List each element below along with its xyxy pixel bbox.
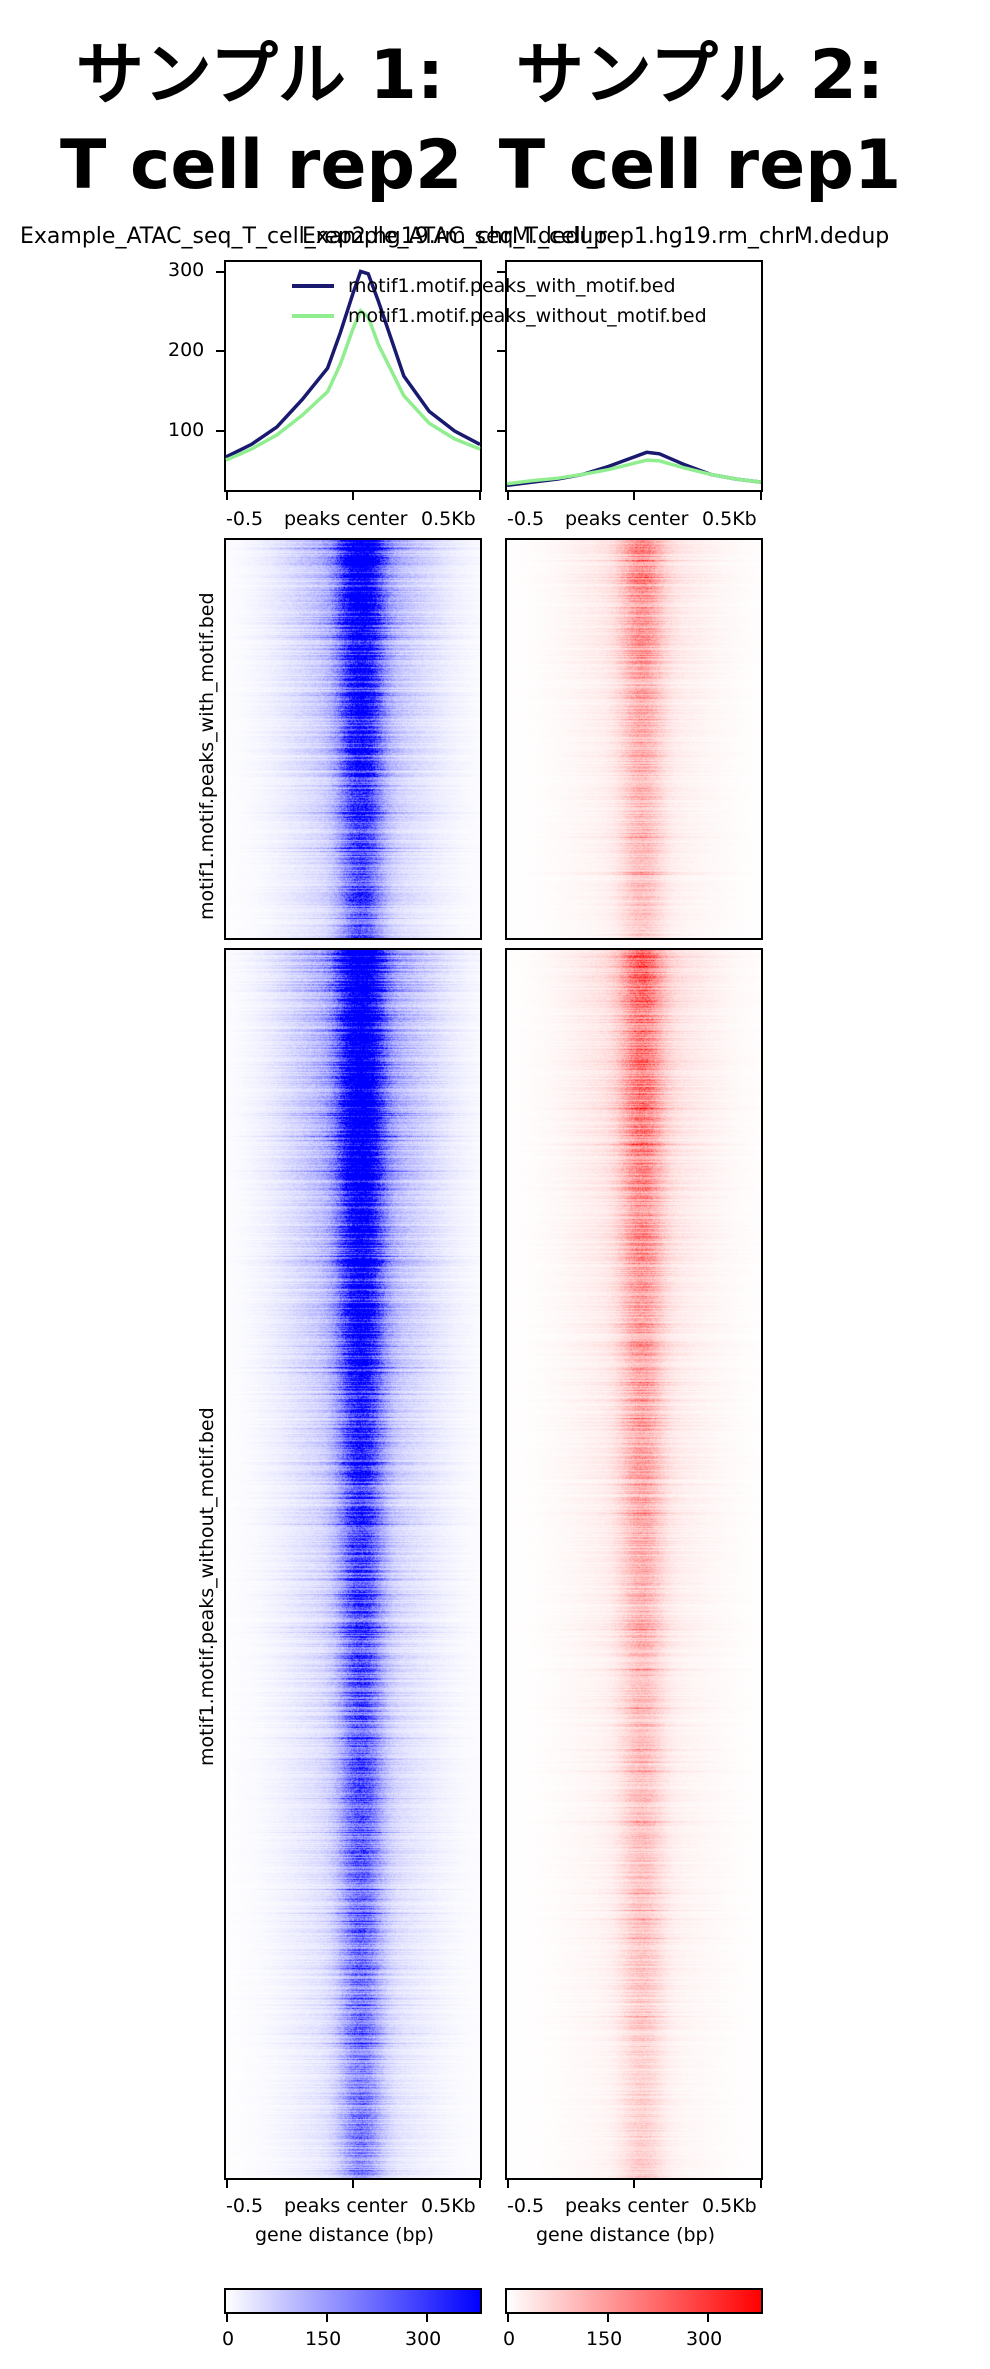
profile-line-with-motif-1 <box>225 269 481 459</box>
heatmap1-xtick-mark-right <box>479 2180 481 2188</box>
legend-item-without-motif: motif1.motif.peaks_without_motif.bed <box>292 305 707 327</box>
profile2-xtick-right: 0.5Kb <box>702 508 757 530</box>
title-sample1-line2: T cell rep2 <box>60 126 463 205</box>
legend-item-with-motif: motif1.motif.peaks_with_motif.bed <box>292 275 676 297</box>
legend-swatch-with-motif <box>292 284 334 288</box>
heatmap1-xtick-right: 0.5Kb <box>421 2195 476 2217</box>
profile-plot-1 <box>225 269 481 462</box>
heatmap-canvas-2b <box>507 950 761 2178</box>
profile1-xtick-left: -0.5 <box>226 508 264 530</box>
profile-panel-2 <box>505 260 763 492</box>
ytick-label-200: 200 <box>168 339 205 361</box>
heatmap1-xtick-left: -0.5 <box>226 2195 264 2217</box>
profile-line-without-motif-2 <box>506 458 762 486</box>
cbar1-label-0: 0 <box>222 2328 235 2350</box>
ytick-mark-300 <box>216 271 224 273</box>
heatmap2-xtick-left: -0.5 <box>507 2195 545 2217</box>
legend-label-without-motif: motif1.motif.peaks_without_motif.bed <box>348 305 707 327</box>
heatmap-canvas-1a <box>226 540 480 938</box>
title-sample1-line1: サンプル 1: <box>75 36 445 115</box>
cbar2-tick-300 <box>707 2314 709 2322</box>
cbar2-label-0: 0 <box>503 2328 516 2350</box>
title-sample2-line2: T cell rep1 <box>498 126 902 205</box>
legend-label-with-motif: motif1.motif.peaks_with_motif.bed <box>348 275 676 297</box>
colorbar-blue <box>224 2288 482 2314</box>
heatmap-canvas-1b <box>226 950 480 2178</box>
ytick-mark-p2-100 <box>497 430 505 432</box>
heatmap-without-motif-sample2 <box>505 948 763 2180</box>
cbar1-tick-0 <box>226 2314 228 2322</box>
cbar2-label-150: 150 <box>586 2328 623 2350</box>
cbar2-tick-150 <box>607 2314 609 2322</box>
heatmap-canvas-2a <box>507 540 761 938</box>
heatmap1-xlabel: gene distance (bp) <box>255 2224 435 2246</box>
colorbar-red <box>505 2288 763 2314</box>
row-label-without-motif: motif1.motif.peaks_without_motif.bed <box>196 1407 218 1766</box>
cbar1-label-300: 300 <box>405 2328 442 2350</box>
profile1-xtick-mark-left <box>226 492 228 500</box>
heatmap2-xlabel: gene distance (bp) <box>536 2224 716 2246</box>
sample-name-2: Example_ATAC_seq_T_cell_rep1.hg19.rm_chr… <box>302 224 890 249</box>
heatmap-without-motif-sample1 <box>224 948 482 2180</box>
heatmap2-xtick-mark-center <box>633 2180 635 2188</box>
heatmap2-xtick-mark-right <box>760 2180 762 2188</box>
cbar2-tick-0 <box>507 2314 509 2322</box>
ytick-mark-p2-300 <box>497 271 505 273</box>
ytick-mark-p2-200 <box>497 350 505 352</box>
profile2-xtick-mark-right <box>760 492 762 500</box>
heatmap1-xtick-mark-left <box>226 2180 228 2188</box>
ytick-mark-200 <box>216 350 224 352</box>
heatmap2-xtick-right: 0.5Kb <box>702 2195 757 2217</box>
profile1-xtick-right: 0.5Kb <box>421 508 476 530</box>
profile1-xtick-mark-center <box>352 492 354 500</box>
profile2-xtick-mark-center <box>633 492 635 500</box>
heatmap-with-motif-sample2 <box>505 538 763 940</box>
profile1-xtick-mark-right <box>479 492 481 500</box>
profile2-xtick-mark-left <box>507 492 509 500</box>
cbar2-label-300: 300 <box>686 2328 723 2350</box>
profile-line-without-motif-1 <box>225 307 481 462</box>
profile1-xtick-center: peaks center <box>284 508 408 530</box>
cbar1-label-150: 150 <box>305 2328 342 2350</box>
ytick-label-300: 300 <box>168 259 205 281</box>
profile-plot-2 <box>506 450 762 488</box>
title-sample2-line1: サンプル 2: <box>515 36 885 115</box>
heatmap2-xtick-center: peaks center <box>565 2195 689 2217</box>
profile2-xtick-left: -0.5 <box>507 508 545 530</box>
cbar1-tick-150 <box>326 2314 328 2322</box>
row-label-with-motif: motif1.motif.peaks_with_motif.bed <box>196 592 218 920</box>
heatmap1-xtick-center: peaks center <box>284 2195 408 2217</box>
profile-panel-1 <box>224 260 482 492</box>
sample-name-1: Example_ATAC_seq_T_cell_rep2.hg19.rm_chr… <box>20 224 608 249</box>
profile2-xtick-center: peaks center <box>565 508 689 530</box>
ytick-label-100: 100 <box>168 419 205 441</box>
ytick-mark-100 <box>216 430 224 432</box>
legend-swatch-without-motif <box>292 314 334 318</box>
cbar1-tick-300 <box>426 2314 428 2322</box>
heatmap1-xtick-mark-center <box>352 2180 354 2188</box>
heatmap2-xtick-mark-left <box>507 2180 509 2188</box>
heatmap-with-motif-sample1 <box>224 538 482 940</box>
